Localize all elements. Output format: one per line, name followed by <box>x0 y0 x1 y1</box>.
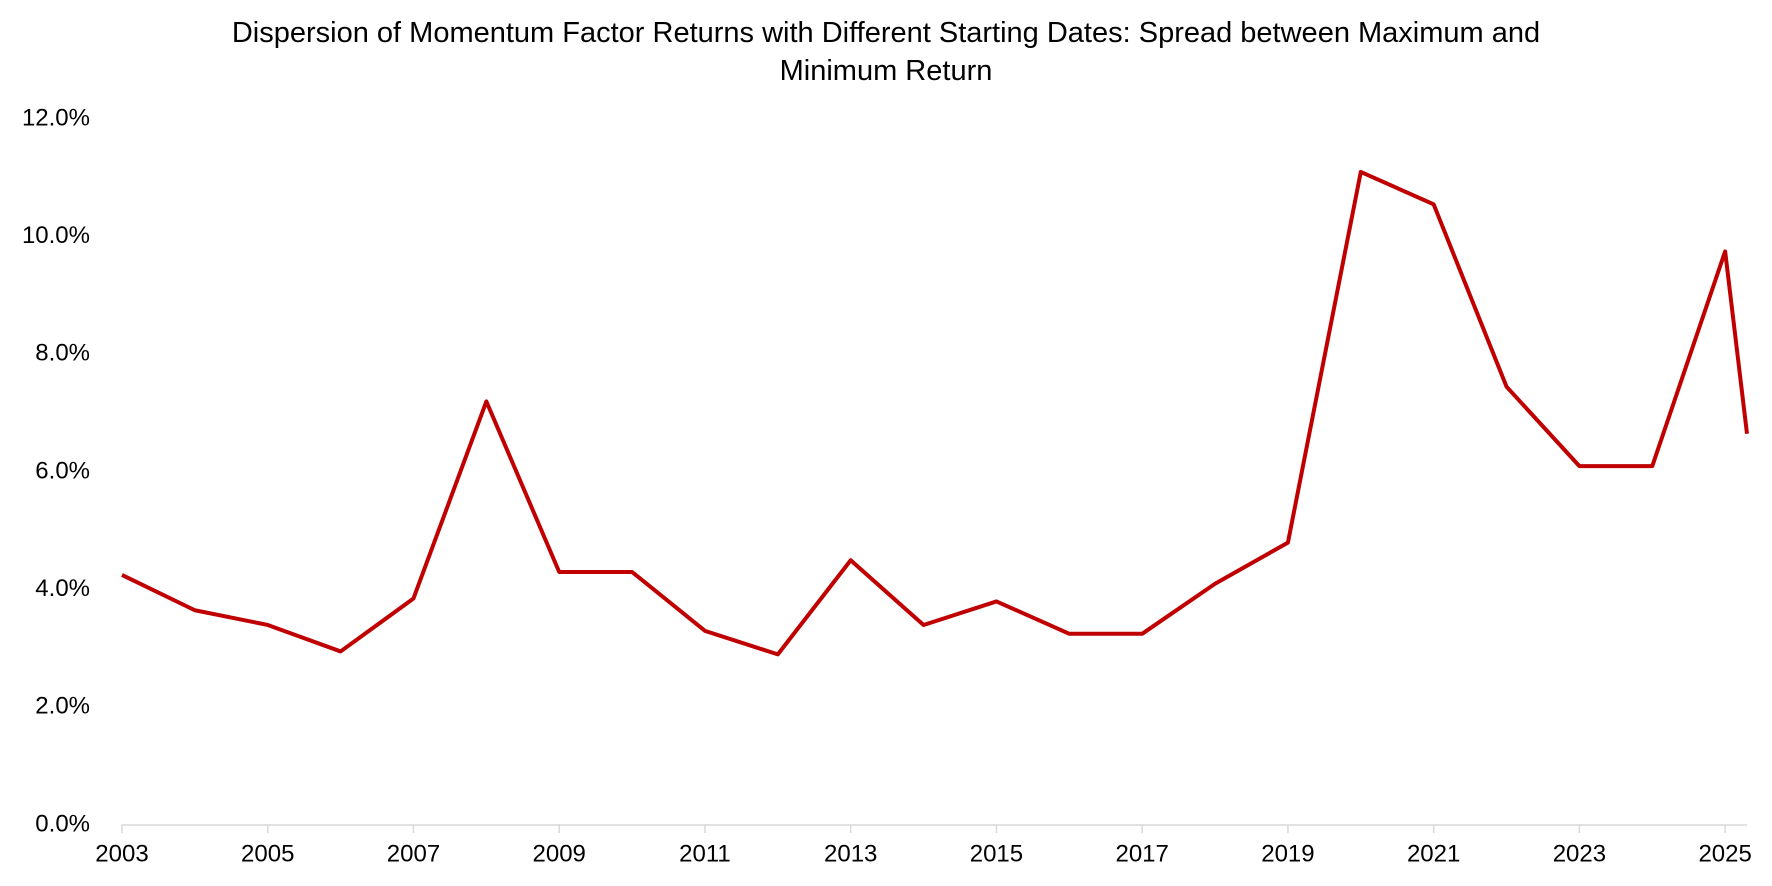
x-tick-label: 2007 <box>387 840 440 867</box>
x-tick-label: 2025 <box>1698 840 1751 867</box>
x-tick-label: 2017 <box>1115 840 1168 867</box>
y-tick-label: 12.0% <box>22 104 90 131</box>
y-tick-label: 10.0% <box>22 222 90 249</box>
y-tick-label: 4.0% <box>35 575 90 602</box>
y-tick-label: 6.0% <box>35 457 90 484</box>
y-tick-label: 8.0% <box>35 340 90 367</box>
x-tick-label: 2009 <box>533 840 586 867</box>
x-tick-label: 2019 <box>1261 840 1314 867</box>
x-tick-label: 2013 <box>824 840 877 867</box>
chart-title: Dispersion of Momentum Factor Returns wi… <box>231 17 1541 87</box>
x-tick-label: 2015 <box>970 840 1023 867</box>
data-line <box>121 169 1749 657</box>
x-tick-label: 2005 <box>241 840 294 867</box>
y-tick-label: 2.0% <box>35 693 90 720</box>
x-tick-label: 2021 <box>1407 840 1460 867</box>
x-tick-label: 2003 <box>95 840 148 867</box>
y-tick-label: 0.0% <box>35 810 90 837</box>
x-tick-label: 2023 <box>1553 840 1606 867</box>
x-tick-label: 2011 <box>679 840 731 867</box>
